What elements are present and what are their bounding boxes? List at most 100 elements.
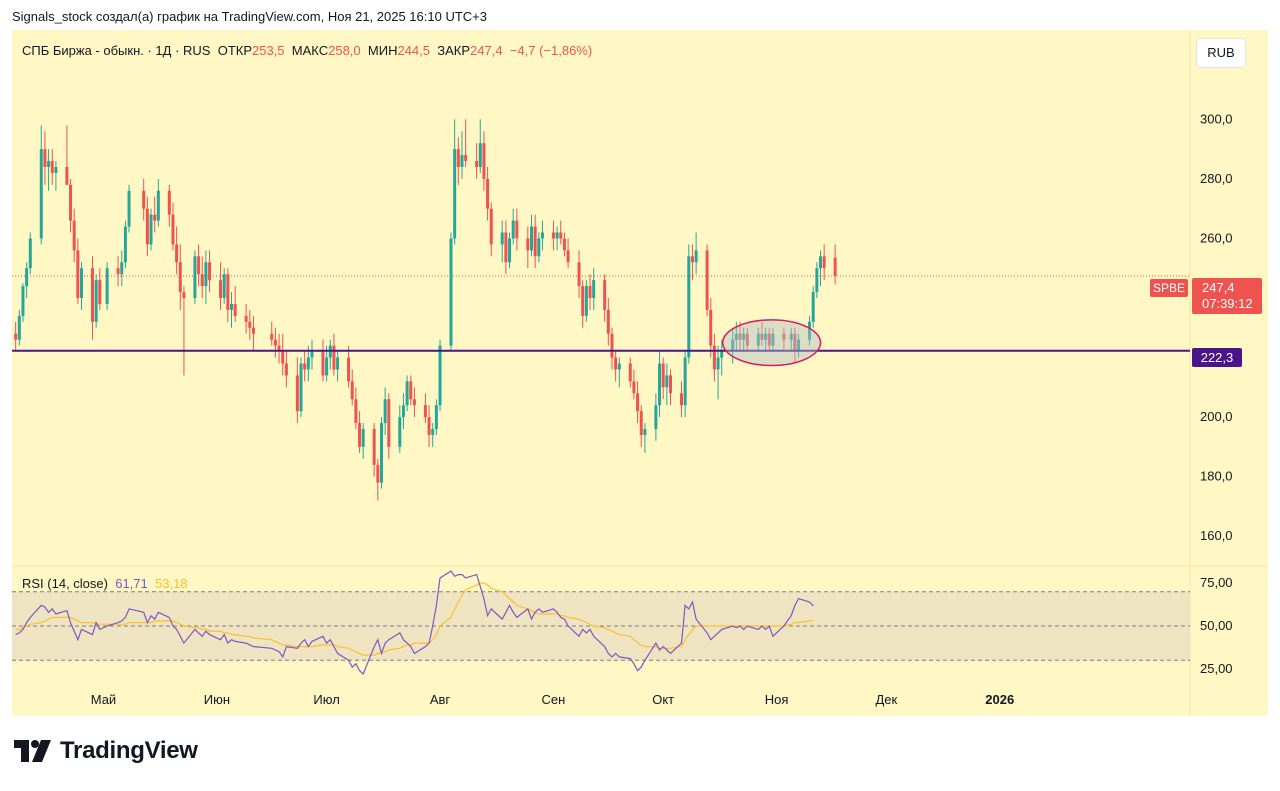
- candle-body: [658, 363, 662, 406]
- candle-body: [270, 333, 274, 340]
- brand-name: TradingView: [60, 737, 198, 764]
- candle-body: [793, 333, 797, 352]
- rsi-tick-label: 25,00: [1200, 661, 1233, 676]
- rsi-ma-line: [15, 582, 814, 656]
- candle-body: [145, 208, 149, 245]
- candle-body: [819, 256, 823, 269]
- candle-body: [712, 345, 716, 370]
- candle-body: [401, 405, 405, 418]
- candle-body: [617, 363, 621, 370]
- candle-body: [453, 149, 457, 239]
- candle-body: [760, 333, 764, 340]
- candle-body: [577, 262, 581, 287]
- candle-body: [742, 333, 746, 340]
- low-value: 244,5: [397, 43, 430, 58]
- candle-body: [500, 232, 504, 245]
- time-tick-label: Окт: [652, 692, 674, 707]
- price-tick-label: 180,0: [1200, 469, 1233, 484]
- consolidation-ellipse[interactable]: [721, 319, 822, 367]
- candle-body: [756, 333, 760, 346]
- candle-body: [306, 357, 310, 370]
- price-pane-bg: [12, 30, 1190, 566]
- candle-body: [603, 280, 607, 310]
- candle-body: [412, 399, 416, 406]
- candle-body: [687, 256, 691, 358]
- rsi-value: 61,71: [115, 576, 148, 591]
- candle-body: [200, 274, 204, 287]
- candle-body: [76, 250, 80, 298]
- candle-body: [533, 226, 537, 257]
- open-value: 253,5: [252, 43, 285, 58]
- rsi-legend: RSI (14, close) 61,71 53,18: [22, 576, 188, 591]
- candle-body: [745, 333, 749, 346]
- candle-body: [683, 357, 687, 406]
- candle-body: [679, 393, 683, 406]
- currency-button[interactable]: RUB: [1196, 38, 1246, 68]
- candle-body: [204, 262, 208, 287]
- rsi-title[interactable]: RSI (14, close): [22, 576, 108, 591]
- candle-body: [537, 238, 541, 257]
- bar-timer: 07:39:12: [1202, 296, 1253, 311]
- candle-body: [50, 161, 54, 173]
- candle-body: [409, 381, 413, 400]
- ohlc-legend: СПБ Биржа - обыкн. · 1Д · RUS ОТКР253,5 …: [22, 43, 592, 58]
- candle-body: [632, 381, 636, 394]
- candle-body: [153, 214, 157, 221]
- candle-body: [65, 166, 69, 185]
- rsi-tick-label: 75,00: [1200, 575, 1233, 590]
- candle-body: [387, 399, 391, 447]
- rsi-line: [15, 570, 814, 676]
- candle-body: [325, 357, 329, 376]
- candle-body: [244, 315, 248, 322]
- candle-body: [822, 256, 826, 269]
- candle-body: [431, 429, 435, 435]
- rsi-band: [12, 591, 1190, 661]
- price-tick-label: 200,0: [1200, 409, 1233, 424]
- candle-body: [504, 232, 508, 263]
- candle-body: [43, 149, 47, 167]
- candle-body: [167, 190, 171, 215]
- candle-body: [489, 208, 493, 245]
- time-tick-label: Авг: [430, 692, 451, 707]
- candle-body: [515, 220, 519, 239]
- candle-body: [460, 155, 464, 167]
- candle-body: [782, 333, 786, 340]
- candle-body: [383, 399, 387, 424]
- rsi-ma-value: 53,18: [155, 576, 188, 591]
- candles: [14, 119, 837, 501]
- candle-body: [767, 333, 771, 346]
- candle-body: [709, 309, 713, 346]
- time-tick-label: Май: [91, 692, 116, 707]
- tradingview-logo[interactable]: TradingView: [14, 737, 198, 765]
- candle-body: [478, 143, 482, 167]
- candle-body: [540, 232, 544, 239]
- candle-body: [398, 417, 402, 447]
- candle-body: [361, 429, 365, 447]
- candle-body: [233, 303, 237, 316]
- time-tick-label: Сен: [542, 692, 566, 707]
- candle-body: [639, 411, 643, 435]
- candle-body: [636, 393, 640, 412]
- candle-body: [21, 286, 25, 316]
- time-axis-bg: [12, 686, 1268, 716]
- candle-body: [449, 238, 453, 346]
- candle-body: [486, 178, 490, 209]
- symbol-label[interactable]: СПБ Биржа - обыкн. · 1Д · RUS: [22, 43, 211, 58]
- candle-body: [251, 327, 255, 334]
- price-tick-label: 300,0: [1200, 111, 1233, 126]
- candle-body: [182, 292, 186, 298]
- candle-body: [28, 238, 32, 269]
- candle-body: [610, 333, 614, 358]
- close-label: ЗАКР: [437, 43, 471, 58]
- candle-body: [219, 280, 223, 298]
- candle-body: [303, 363, 307, 370]
- candle-body: [175, 244, 179, 263]
- candle-body: [47, 161, 51, 167]
- candle-body: [248, 321, 252, 328]
- candle-body: [789, 333, 793, 340]
- candle-body: [80, 268, 84, 298]
- candle-body: [665, 375, 669, 388]
- candle-body: [628, 363, 632, 382]
- candle-body: [614, 357, 618, 370]
- candle-body: [358, 423, 362, 447]
